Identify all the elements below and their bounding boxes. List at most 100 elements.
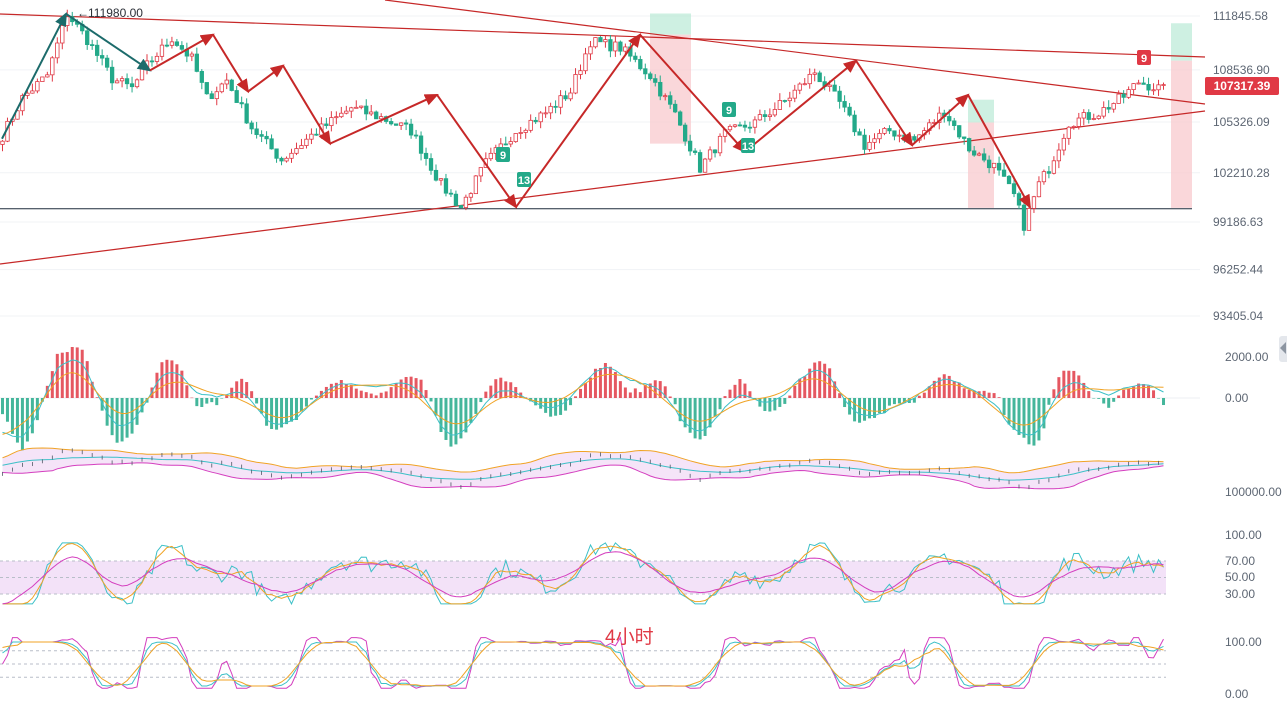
candle-body xyxy=(279,157,284,162)
macd-histogram-bar xyxy=(35,398,39,421)
candle-body xyxy=(852,114,857,133)
kdj-panel xyxy=(0,636,1166,689)
candle-body xyxy=(613,41,618,52)
macd-histogram-bar xyxy=(324,386,328,398)
macd-histogram-bar xyxy=(1027,398,1031,445)
macd-histogram-bar xyxy=(932,380,936,398)
candle-body xyxy=(1076,117,1081,127)
macd-histogram-bar xyxy=(499,377,503,398)
macd-histogram-bar xyxy=(459,398,463,439)
macd-histogram-bar xyxy=(1012,398,1016,430)
macd-histogram-bar xyxy=(633,388,637,398)
td-mark-label: 9 xyxy=(500,150,506,162)
macd-histogram-bar xyxy=(803,376,807,398)
candle-body xyxy=(369,111,374,115)
macd-histogram-bar xyxy=(399,379,403,398)
macd-histogram-bar xyxy=(763,398,767,411)
macd-histogram-bar xyxy=(85,361,89,398)
macd-histogram-bar xyxy=(270,398,274,430)
macd-histogram-bar xyxy=(738,379,742,398)
macd-histogram-bar xyxy=(927,386,931,398)
candle-body xyxy=(857,131,862,136)
peak-price-label: 111980.00 xyxy=(88,6,143,20)
macd-histogram-bar xyxy=(549,398,553,417)
macd-histogram-bar xyxy=(579,388,583,398)
candle-body xyxy=(658,81,663,97)
candle-body xyxy=(747,126,753,129)
candle-body xyxy=(957,125,962,138)
macd-histogram-bar xyxy=(1087,391,1091,398)
candle-body xyxy=(95,44,100,56)
macd-histogram-bar xyxy=(1052,389,1056,398)
rsi-mid xyxy=(2,542,1164,605)
candle-body xyxy=(707,149,713,160)
macd-histogram-bar xyxy=(638,392,642,398)
macd-histogram-bar xyxy=(539,398,543,409)
macd-histogram-bar xyxy=(588,377,592,398)
macd-histogram-bar xyxy=(100,398,104,411)
candle-body xyxy=(65,16,70,26)
candle-body xyxy=(1116,93,1121,104)
candle-body xyxy=(762,114,768,117)
descending-trendline xyxy=(384,0,1206,105)
macd-histogram-bar xyxy=(20,398,24,451)
macd-histogram-bar xyxy=(559,398,563,415)
macd-histogram-bar xyxy=(678,398,682,422)
macd-histogram-bar xyxy=(897,398,901,404)
macd-histogram-bar xyxy=(140,398,144,413)
macd-histogram-bar xyxy=(155,372,159,398)
candle-body xyxy=(304,138,309,146)
macd-histogram-bar xyxy=(50,371,54,398)
candle-body xyxy=(1061,137,1066,151)
zigzag-segment xyxy=(744,59,858,153)
candle-body xyxy=(508,141,513,145)
candle-body xyxy=(234,90,239,103)
macd-histogram-bar xyxy=(564,398,568,411)
macd-histogram-bar xyxy=(663,386,667,398)
macd-histogram-bar xyxy=(349,384,353,398)
macd-histogram-bar xyxy=(743,383,747,398)
macd-histogram-bar xyxy=(384,391,388,398)
macd-histogram-bar xyxy=(618,381,622,398)
macd-histogram-bar xyxy=(150,387,154,398)
chevron-left-icon xyxy=(1280,342,1286,354)
boll-mid xyxy=(2,456,1164,481)
td-mark-box xyxy=(517,172,531,187)
zigzag-segment xyxy=(65,12,152,72)
price-axis-tick: 102210.28 xyxy=(1213,166,1270,180)
candle-body xyxy=(842,101,847,108)
candle-body xyxy=(1071,126,1076,128)
boll-band-fill xyxy=(2,448,1164,489)
indicator-axis-tick: 70.00 xyxy=(1225,554,1255,568)
candle-body xyxy=(334,116,339,119)
macd-histogram-bar xyxy=(887,398,891,406)
scale-collapse-handle[interactable] xyxy=(1279,336,1287,362)
macd-histogram-bar xyxy=(15,398,19,443)
candle-body xyxy=(782,100,787,102)
macd-histogram-bar xyxy=(753,398,757,399)
indicator-axis-tick: 100.00 xyxy=(1225,635,1262,649)
macd-histogram-bar xyxy=(364,392,368,398)
macd-histogram-bar xyxy=(1122,389,1126,398)
candle-body xyxy=(413,134,419,137)
candle-body xyxy=(538,112,543,123)
candle-body xyxy=(169,41,175,46)
candle-body xyxy=(164,44,170,47)
candle-body xyxy=(717,135,723,154)
macd-histogram-bar xyxy=(444,398,448,440)
macd-histogram-bar xyxy=(688,398,692,433)
candle-body xyxy=(294,148,299,154)
candle-body xyxy=(239,102,244,105)
macd-histogram-bar xyxy=(125,398,129,438)
candle-body xyxy=(139,68,145,81)
candle-body xyxy=(364,105,369,115)
candle-body xyxy=(663,95,668,98)
candle-body xyxy=(812,72,817,75)
macd-histogram-bar xyxy=(882,398,886,414)
macd-histogram-bar xyxy=(643,384,647,398)
candle-body xyxy=(60,25,65,44)
indicator-axis-tick: 30.00 xyxy=(1225,587,1255,601)
candlestick-series xyxy=(0,9,1166,236)
candle-body xyxy=(129,83,135,88)
